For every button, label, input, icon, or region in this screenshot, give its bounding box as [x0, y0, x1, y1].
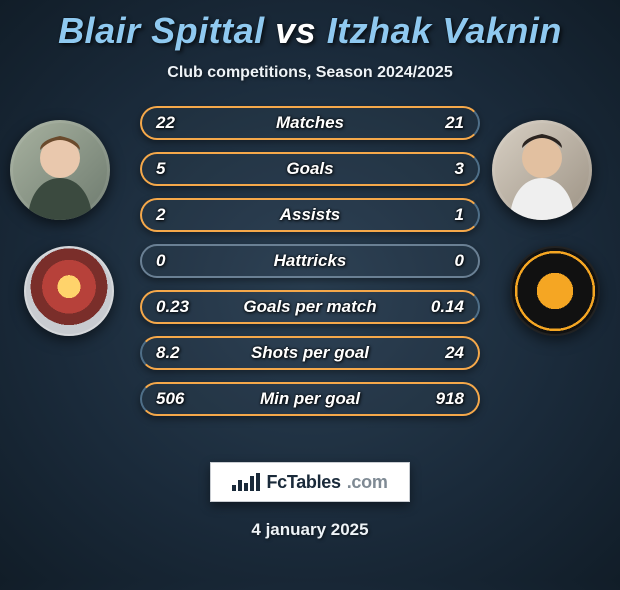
stat-right-value: 918	[404, 389, 464, 409]
stat-left-value: 22	[156, 113, 216, 133]
bar-chart-icon	[232, 473, 260, 491]
stat-right-value: 3	[404, 159, 464, 179]
stats-rows: 22Matches21 5Goals3 2Assists1 0Hattricks0 0.…	[140, 106, 480, 416]
stat-left-value: 8.2	[156, 343, 216, 363]
player2-name: Itzhak Vaknin	[327, 10, 562, 51]
stat-row: 5Goals3	[140, 152, 480, 186]
stat-row: 506Min per goal918	[140, 382, 480, 416]
stat-left-value: 506	[156, 389, 216, 409]
person-icon	[492, 120, 592, 220]
stat-left-value: 2	[156, 205, 216, 225]
page-title: Blair Spittal vs Itzhak Vaknin	[0, 10, 620, 52]
stat-right-value: 1	[404, 205, 464, 225]
stat-right-value: 24	[404, 343, 464, 363]
brand-logo: FcTables .com	[210, 462, 410, 502]
player1-club-badge	[24, 246, 114, 336]
comparison-date: 4 january 2025	[0, 520, 620, 540]
stat-left-value: 0.23	[156, 297, 216, 317]
stat-row: 0.23Goals per match0.14	[140, 290, 480, 324]
player1-avatar	[10, 120, 110, 220]
stat-right-value: 0.14	[404, 297, 464, 317]
player1-name: Blair Spittal	[58, 10, 265, 51]
stat-row: 0Hattricks0	[140, 244, 480, 278]
stat-right-value: 0	[404, 251, 464, 271]
brand-name: FcTables	[266, 472, 340, 493]
player2-club-badge	[510, 246, 600, 336]
stat-row: 22Matches21	[140, 106, 480, 140]
title-vs: vs	[275, 10, 316, 51]
stat-left-value: 0	[156, 251, 216, 271]
person-icon	[10, 120, 110, 220]
stat-row: 2Assists1	[140, 198, 480, 232]
brand-tld: .com	[347, 472, 388, 493]
player2-avatar	[492, 120, 592, 220]
comparison-panel: 22Matches21 5Goals3 2Assists1 0Hattricks0 0.…	[0, 106, 620, 436]
stat-right-value: 21	[404, 113, 464, 133]
stat-left-value: 5	[156, 159, 216, 179]
stat-row: 8.2Shots per goal24	[140, 336, 480, 370]
subtitle: Club competitions, Season 2024/2025	[0, 64, 620, 82]
